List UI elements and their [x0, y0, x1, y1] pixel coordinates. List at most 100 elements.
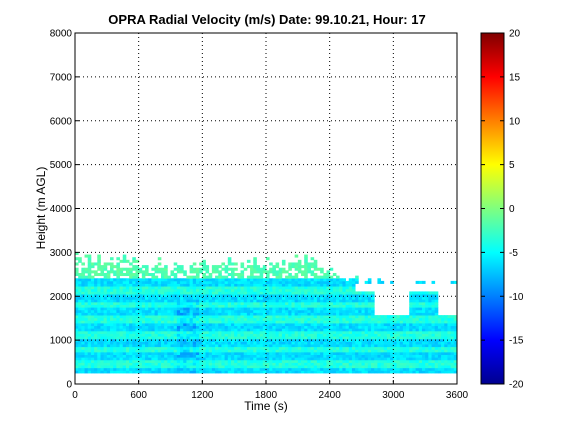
heatmap-cell	[421, 301, 426, 305]
heatmap-cell	[75, 294, 79, 298]
heatmap-cell	[230, 328, 235, 332]
heatmap-cell	[122, 273, 127, 277]
heatmap-cell	[192, 338, 197, 342]
heatmap-cell	[361, 346, 366, 350]
heatmap-cell	[396, 351, 401, 355]
heatmap-cell	[186, 336, 190, 340]
heatmap-cell	[122, 267, 127, 271]
heatmap-cell	[262, 309, 267, 313]
heatmap-cell	[294, 307, 299, 311]
heatmap-cell	[113, 286, 117, 290]
heatmap-cell	[364, 323, 369, 327]
heatmap-cell	[84, 270, 89, 274]
heatmap-cell	[425, 357, 429, 361]
heatmap-cell	[377, 280, 381, 284]
heatmap-cell	[316, 330, 321, 334]
heatmap-cell	[307, 294, 311, 298]
heatmap-cell	[173, 325, 178, 329]
heatmap-cell	[240, 338, 245, 342]
heatmap-cell	[218, 299, 222, 303]
heatmap-cell	[218, 286, 222, 290]
heatmap-cell	[367, 301, 372, 305]
heatmap-cell	[332, 301, 337, 305]
heatmap-cell	[119, 346, 124, 350]
heatmap-cell	[189, 288, 194, 292]
heatmap-cell	[84, 299, 89, 303]
heatmap-cell	[371, 333, 375, 337]
heatmap-cell	[75, 328, 79, 332]
heatmap-cell	[307, 312, 311, 316]
heatmap-cell	[342, 323, 346, 327]
heatmap-cell	[157, 267, 162, 271]
heatmap-cell	[364, 304, 369, 308]
heatmap-cell	[281, 259, 286, 263]
heatmap-cell	[97, 254, 101, 258]
heatmap-cell	[132, 367, 136, 371]
heatmap-cell	[183, 278, 187, 282]
heatmap-cell	[205, 370, 210, 374]
heatmap-cell	[234, 354, 238, 358]
heatmap-cell	[307, 307, 311, 311]
heatmap-cell	[170, 288, 175, 292]
heatmap-cell	[103, 301, 108, 305]
heatmap-cell	[215, 351, 219, 355]
heatmap-cell	[399, 354, 404, 358]
heatmap-cell	[367, 312, 372, 316]
heatmap-cell	[364, 301, 369, 305]
heatmap-cell	[421, 365, 426, 369]
heatmap-cell	[183, 288, 187, 292]
heatmap-cell	[431, 338, 436, 342]
heatmap-cell	[205, 365, 210, 369]
heatmap-cell	[396, 365, 401, 369]
heatmap-cell	[316, 346, 321, 350]
heatmap-cell	[374, 338, 378, 342]
heatmap-cell	[434, 359, 439, 363]
heatmap-cell	[173, 262, 178, 266]
heatmap-cell	[351, 294, 356, 298]
heatmap-cell	[272, 341, 276, 345]
heatmap-cell	[386, 333, 391, 337]
heatmap-cell	[320, 349, 324, 353]
heatmap-cell	[259, 346, 264, 350]
heatmap-cell	[313, 265, 318, 269]
heatmap-cell	[240, 278, 245, 282]
heatmap-cell	[383, 349, 388, 353]
heatmap-cell	[103, 365, 108, 369]
heatmap-cell	[390, 330, 394, 334]
heatmap-cell	[90, 301, 95, 305]
heatmap-cell	[75, 286, 79, 290]
heatmap-cell	[259, 286, 264, 290]
heatmap-cell	[428, 317, 432, 321]
heatmap-cell	[81, 275, 85, 279]
heatmap-cell	[90, 315, 95, 319]
heatmap-cell	[402, 330, 407, 334]
heatmap-cell	[145, 312, 149, 316]
heatmap-cell	[393, 320, 397, 324]
heatmap-cell	[167, 346, 171, 350]
heatmap-cell	[145, 315, 149, 319]
heatmap-cell	[224, 278, 229, 282]
heatmap-cell	[342, 344, 346, 348]
heatmap-cell	[361, 336, 366, 340]
heatmap-cell	[288, 365, 292, 369]
heatmap-cell	[170, 365, 175, 369]
heatmap-cell	[250, 296, 254, 300]
heatmap-cell	[125, 296, 130, 300]
heatmap-cell	[84, 291, 89, 295]
heatmap-cell	[234, 294, 238, 298]
heatmap-cell	[320, 270, 324, 274]
heatmap-cell	[215, 341, 219, 345]
heatmap-cell	[250, 294, 254, 298]
heatmap-cell	[173, 309, 178, 313]
heatmap-cell	[132, 328, 136, 332]
heatmap-cell	[358, 317, 362, 321]
heatmap-cell	[441, 367, 445, 371]
heatmap-cell	[262, 307, 267, 311]
heatmap-cell	[199, 359, 203, 363]
heatmap-cell	[383, 365, 388, 369]
heatmap-cell	[364, 296, 369, 300]
heatmap-cell	[100, 338, 105, 342]
heatmap-cell	[208, 351, 213, 355]
heatmap-cell	[141, 278, 146, 282]
